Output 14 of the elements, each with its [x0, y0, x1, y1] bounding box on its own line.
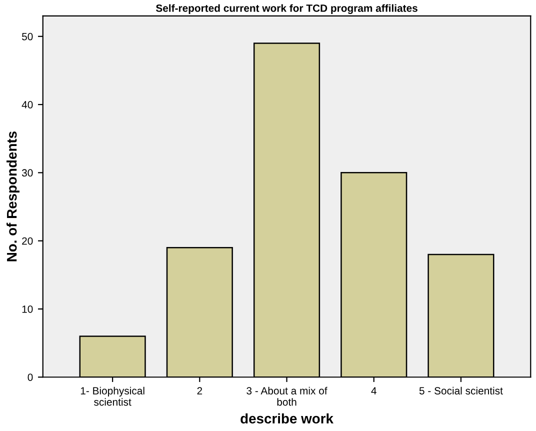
y-tick-label: 30 — [22, 169, 33, 177]
y-tick-label: 40 — [22, 101, 33, 108]
y-tick-label: 50 — [22, 32, 33, 40]
y-tick-label: 20 — [22, 237, 33, 245]
chart-title: Self-reported current work for TCD program affiliates — [156, 4, 418, 14]
x-tick-label: 1- Biophysical scientist — [80, 386, 144, 406]
x-tick-label: 3 - About a mix of both — [246, 386, 328, 406]
x-axis-title: describe work — [240, 413, 334, 424]
y-tick-label: 0 — [28, 374, 33, 381]
x-tick-label: 2 — [197, 387, 202, 394]
y-tick-label: 10 — [22, 305, 33, 313]
x-tick-label: 4 — [371, 387, 376, 394]
x-tick-label: 5 - Social scientist — [419, 386, 503, 394]
y-axis-title: No. of Respondents — [6, 132, 20, 262]
